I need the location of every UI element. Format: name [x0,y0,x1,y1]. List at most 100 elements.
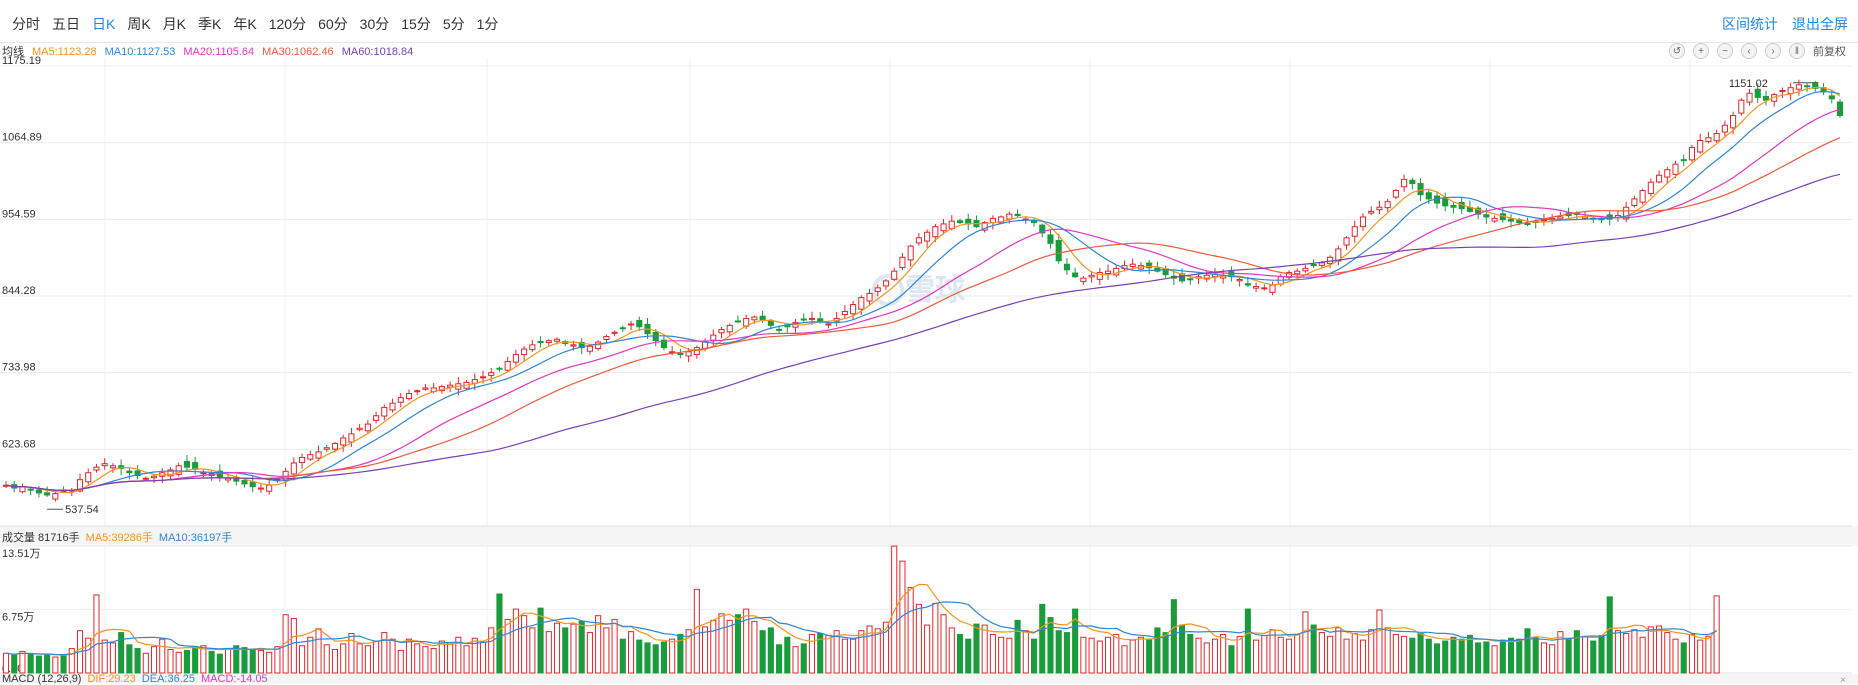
candle-body [496,367,503,370]
zoom-out-icon[interactable]: − [1717,43,1733,59]
reset-icon[interactable]: ↺ [1669,43,1685,59]
volume-bar [899,560,906,674]
volume-bar [537,607,544,674]
volume-bar [726,619,733,674]
period-tab[interactable]: 1分 [476,16,499,32]
volume-bar [1154,627,1161,674]
candle-body [1203,274,1210,280]
candle-body [1088,274,1095,278]
candle-body [488,372,495,376]
period-tab[interactable]: 30分 [359,16,390,32]
volume-bar [1614,630,1621,674]
candle-body [808,317,816,320]
candle-body [183,461,190,468]
volume-bar [1466,634,1473,674]
candle-body [1623,206,1630,220]
volume-bar [175,651,182,674]
candle-body [1762,95,1770,101]
volume-bar [118,632,125,674]
volume-bar [126,644,133,674]
candle-body [553,338,561,342]
period-tab[interactable]: 周K [127,16,151,32]
adjust-mode-select[interactable]: 前复权 [1813,46,1846,58]
period-tab[interactable]: 15分 [401,16,431,32]
exit-fullscreen-button[interactable]: 退出全屏 [1792,16,1848,32]
volume-bar [1392,633,1399,674]
candle-body [899,256,906,269]
volume-bar [660,641,667,674]
volume-bar [331,648,339,674]
volume-bar [1203,642,1210,674]
volume-bar [299,645,306,674]
close-macd-icon[interactable]: × [1840,675,1846,683]
volume-bar [35,655,42,674]
period-tab[interactable]: 季K [198,16,222,32]
period-tab[interactable]: 60分 [318,16,348,32]
volume-bar [1483,641,1490,674]
volume-bar [998,636,1005,674]
range-stats-button[interactable]: 区间统计 [1722,16,1778,32]
period-tab[interactable]: 120分 [268,16,307,32]
volume-bar [142,652,149,674]
volume-bar [1211,638,1219,674]
ma30-line [5,137,1841,491]
candle-body [1524,223,1531,226]
candle-body [1557,216,1564,220]
volume-bar [1540,642,1547,674]
period-tab[interactable]: 五日 [52,16,80,32]
volume-bar [1022,630,1029,674]
candle-body [940,223,947,232]
scroll-left-icon[interactable]: ‹ [1741,43,1757,59]
period-tab[interactable]: 5分 [442,16,465,32]
candle-body [817,318,824,322]
period-tab[interactable]: 分时 [12,16,40,32]
scroll-right-icon[interactable]: › [1765,43,1781,59]
volume-bar [216,653,223,674]
volume-bar [751,620,758,674]
candle-body [611,331,618,334]
volume-bar [274,646,281,674]
volume-bar [1368,629,1375,674]
volume-bar [1557,631,1564,674]
volume-tick-label: 13.51万 [2,548,41,560]
period-tab[interactable]: 日K [92,16,116,32]
volume-bar [603,627,610,674]
candle-body [233,478,240,482]
candle-body [874,287,881,292]
candle-body [447,384,454,388]
candle-body [858,297,865,310]
ma20-label: MA20:1105.64 [183,46,255,58]
candle-body [603,336,610,340]
volume-bar [693,588,700,674]
candle-body [1302,267,1309,272]
candle-body [1730,114,1737,129]
volume-bar [1549,644,1556,674]
ma60-line [5,173,1841,491]
pause-icon[interactable]: ‖ [1789,43,1805,59]
candle-body [1491,217,1498,222]
candle-body [891,270,898,280]
ma5-label: MA5:1123.28 [32,46,97,58]
volume-bar [1442,640,1449,674]
volume-bar [743,608,750,674]
candle-body [323,447,330,450]
period-tab[interactable]: 月K [162,16,187,32]
volume-tick-label: 6.75万 [2,612,34,624]
volume-bar [882,621,890,674]
volume-bar [1302,611,1309,674]
volume-bar [208,650,215,674]
volume-ma5-line [5,583,1718,656]
candle-body [249,481,256,488]
volume-bar [1606,596,1613,674]
period-tab[interactable]: 年K [233,16,257,32]
candle-body [1080,277,1087,283]
volume-bar [1680,642,1687,674]
candle-body [101,463,108,467]
candle-body [1253,285,1260,289]
candle-body [1746,92,1753,103]
volume-bar [1433,643,1441,674]
candle-body [776,328,783,331]
zoom-in-icon[interactable]: + [1693,43,1709,59]
